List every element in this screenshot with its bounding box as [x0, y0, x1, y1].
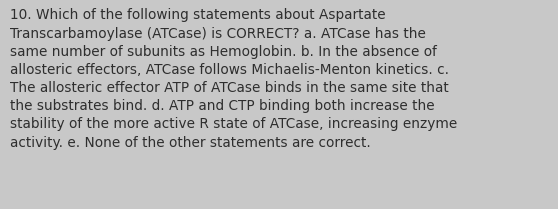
Text: 10. Which of the following statements about Aspartate
Transcarbamoylase (ATCase): 10. Which of the following statements ab… — [10, 8, 458, 150]
